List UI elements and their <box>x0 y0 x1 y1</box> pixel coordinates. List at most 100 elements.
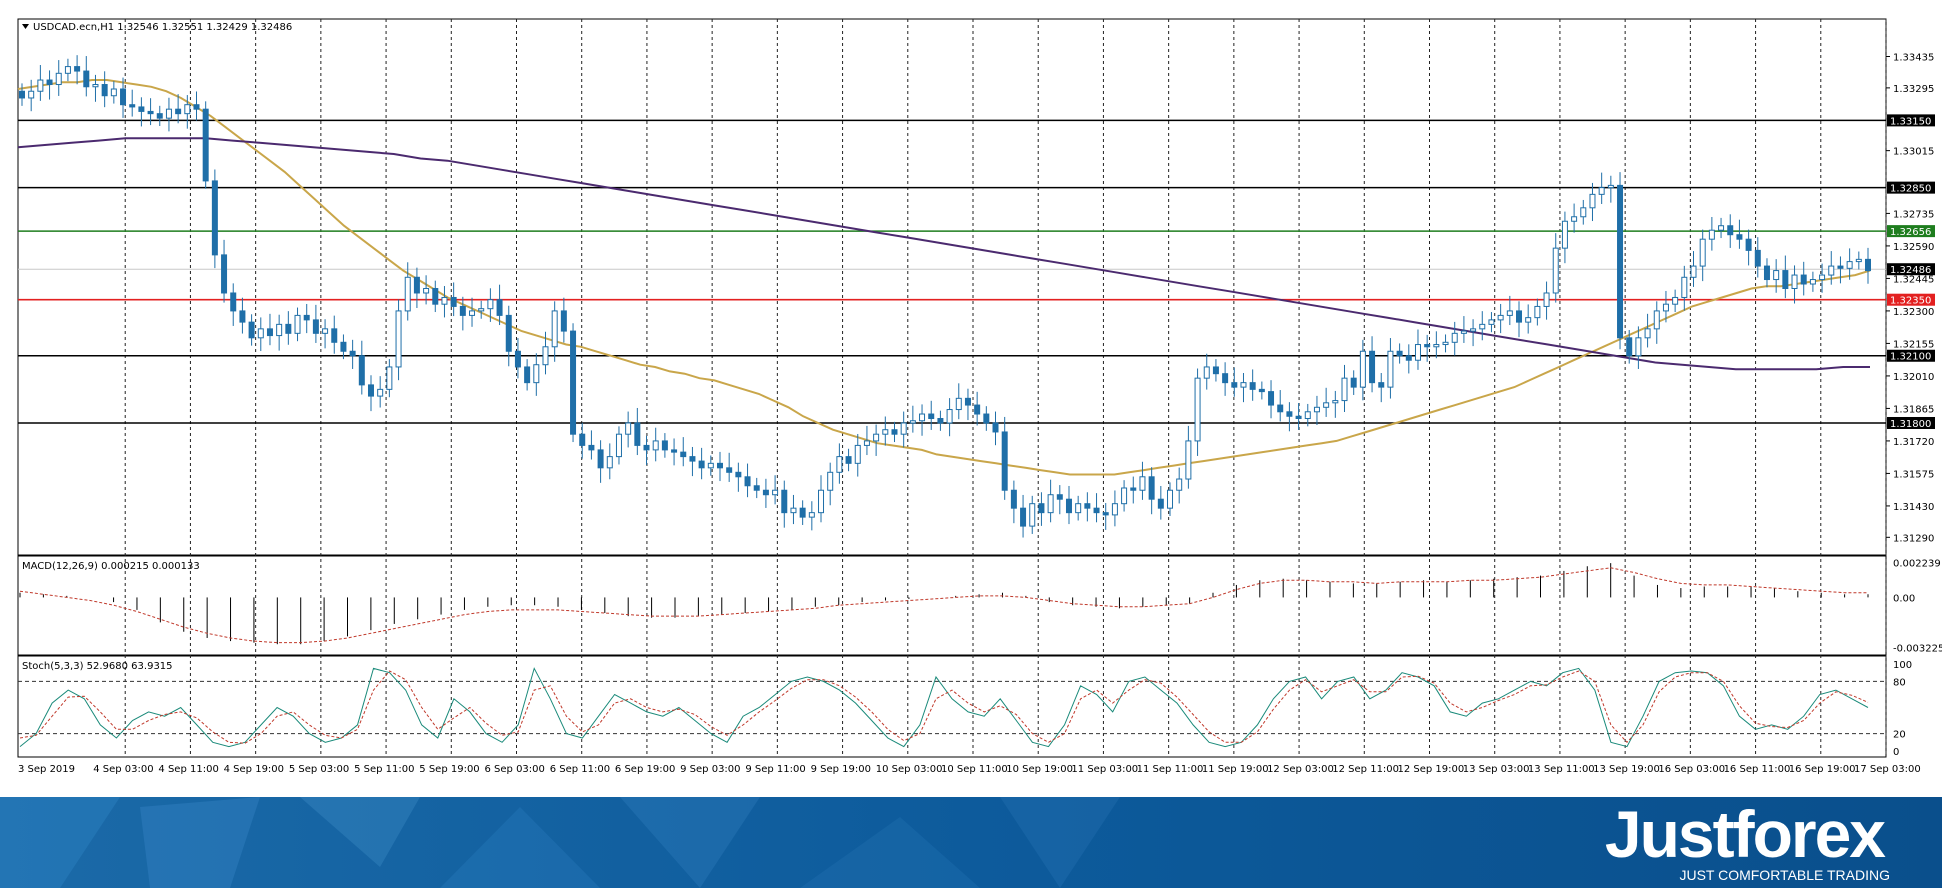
candle-body <box>1763 265 1770 281</box>
candle-body <box>1736 234 1743 240</box>
candle-body <box>469 310 476 316</box>
price-tick-label: 1.33295 <box>1893 84 1934 95</box>
candle-body <box>854 444 861 464</box>
chart-title: USDCAD.ecn,H1 1.32546 1.32551 1.32429 1.… <box>33 22 292 33</box>
macd-tick-label: -0.003225 <box>1893 644 1942 655</box>
candle-body <box>1047 494 1054 514</box>
candle-body <box>689 456 696 462</box>
candle-body <box>1534 305 1541 319</box>
candle-body <box>303 314 310 321</box>
candle-body <box>937 418 944 424</box>
time-tick-label: 16 Sep 03:00 <box>1658 764 1725 775</box>
candle-body <box>827 471 834 491</box>
price-tick-label: 1.33435 <box>1893 53 1934 64</box>
candle-body <box>1258 388 1265 393</box>
level-price-label: 1.32100 <box>1890 352 1931 363</box>
candle-body <box>643 444 650 451</box>
candle-body <box>615 433 622 458</box>
candle-body <box>423 288 430 294</box>
candle-body <box>560 310 567 332</box>
candle-body <box>1240 382 1247 388</box>
candle-body <box>285 323 292 334</box>
candle-body <box>753 485 760 491</box>
time-tick-label: 12 Sep 19:00 <box>1398 764 1465 775</box>
candle-body <box>1387 350 1394 388</box>
dropdown-triangle-icon[interactable] <box>22 24 29 29</box>
candle-body <box>1690 265 1697 278</box>
candle-body <box>1800 274 1807 285</box>
candle-body <box>992 422 999 433</box>
candle-body <box>1102 512 1109 516</box>
candle-body <box>1589 193 1596 209</box>
brand-tagline: JUST COMFORTABLE TRADING <box>1679 867 1890 883</box>
candle-body <box>138 106 145 112</box>
candle-body <box>156 113 163 119</box>
price-pane <box>17 18 1887 556</box>
candle-body <box>1056 494 1063 500</box>
candle-body <box>1580 207 1587 218</box>
candle-body <box>175 108 182 115</box>
candle-body <box>1029 503 1036 527</box>
level-price-label: 1.32656 <box>1890 227 1931 238</box>
level-price-label: 1.33150 <box>1890 116 1931 127</box>
candle-body <box>836 456 843 473</box>
candle-body <box>983 413 990 424</box>
candle-body <box>404 276 411 312</box>
level-price-label: 1.32350 <box>1890 296 1931 307</box>
candle-body <box>873 433 880 442</box>
time-tick-label: 3 Sep 2019 <box>18 764 75 775</box>
candle-body <box>1295 415 1302 420</box>
candle-body <box>496 299 503 316</box>
candle-body <box>1672 296 1679 305</box>
candle-body <box>1470 328 1477 332</box>
candle-body <box>625 422 632 435</box>
candle-body <box>1139 476 1146 491</box>
candle-body <box>322 328 329 334</box>
level-price-tag <box>1887 293 1935 306</box>
candle-body <box>1451 332 1458 343</box>
candle-body <box>55 72 62 86</box>
candle-body <box>230 292 237 312</box>
time-axis: 3 Sep 2019 4 Sep 03:00 4 Sep 11:00 4 Sep 19… <box>18 764 1921 775</box>
level-price-label: 1.31800 <box>1890 419 1931 430</box>
stoch-tick-label: 100 <box>1893 660 1912 671</box>
candle-body <box>349 350 356 357</box>
candle-body <box>1782 270 1789 290</box>
candle-body <box>955 397 962 411</box>
candle-body <box>276 323 283 337</box>
candle-body <box>772 489 779 496</box>
brand-banner: Justforex JUST COMFORTABLE TRADING <box>0 797 1942 888</box>
candle-body <box>1635 337 1642 357</box>
candle-body <box>1268 391 1275 406</box>
candle-body <box>542 346 549 366</box>
stochastic-indicator: 100 80 20 0 <box>18 660 1912 758</box>
candle-body <box>707 462 714 469</box>
stoch-main-line <box>19 667 1869 748</box>
level-price-tag <box>1887 263 1935 276</box>
price-tick-label: 1.31865 <box>1893 404 1934 415</box>
candle-body <box>964 397 971 406</box>
candle-body <box>1350 377 1357 388</box>
candle-body <box>83 70 90 88</box>
time-tick-label: 6 Sep 19:00 <box>615 764 675 775</box>
candle-body <box>1745 238 1752 251</box>
candle-body <box>845 456 852 464</box>
candle-body <box>919 413 926 422</box>
candle-body <box>1212 366 1219 375</box>
price-tick-label: 1.32300 <box>1893 307 1934 318</box>
candle-body <box>202 108 209 182</box>
candle-body <box>900 422 907 435</box>
banner-background <box>0 797 1942 888</box>
candle-body <box>1837 265 1844 269</box>
stoch-title: Stoch(5,3,3) 52.9680 63.9315 <box>22 661 173 672</box>
time-tick-label: 5 Sep 19:00 <box>419 764 479 775</box>
candle-body <box>147 110 154 115</box>
price-tick-label: 1.31290 <box>1893 533 1934 544</box>
price-tick-label: 1.33015 <box>1893 147 1934 158</box>
candle-body <box>1414 344 1421 361</box>
candle-body <box>1809 279 1816 285</box>
candle-body <box>120 88 127 106</box>
candle-body <box>1304 411 1311 420</box>
candle-body <box>1497 314 1504 321</box>
candle-body <box>1341 377 1348 402</box>
